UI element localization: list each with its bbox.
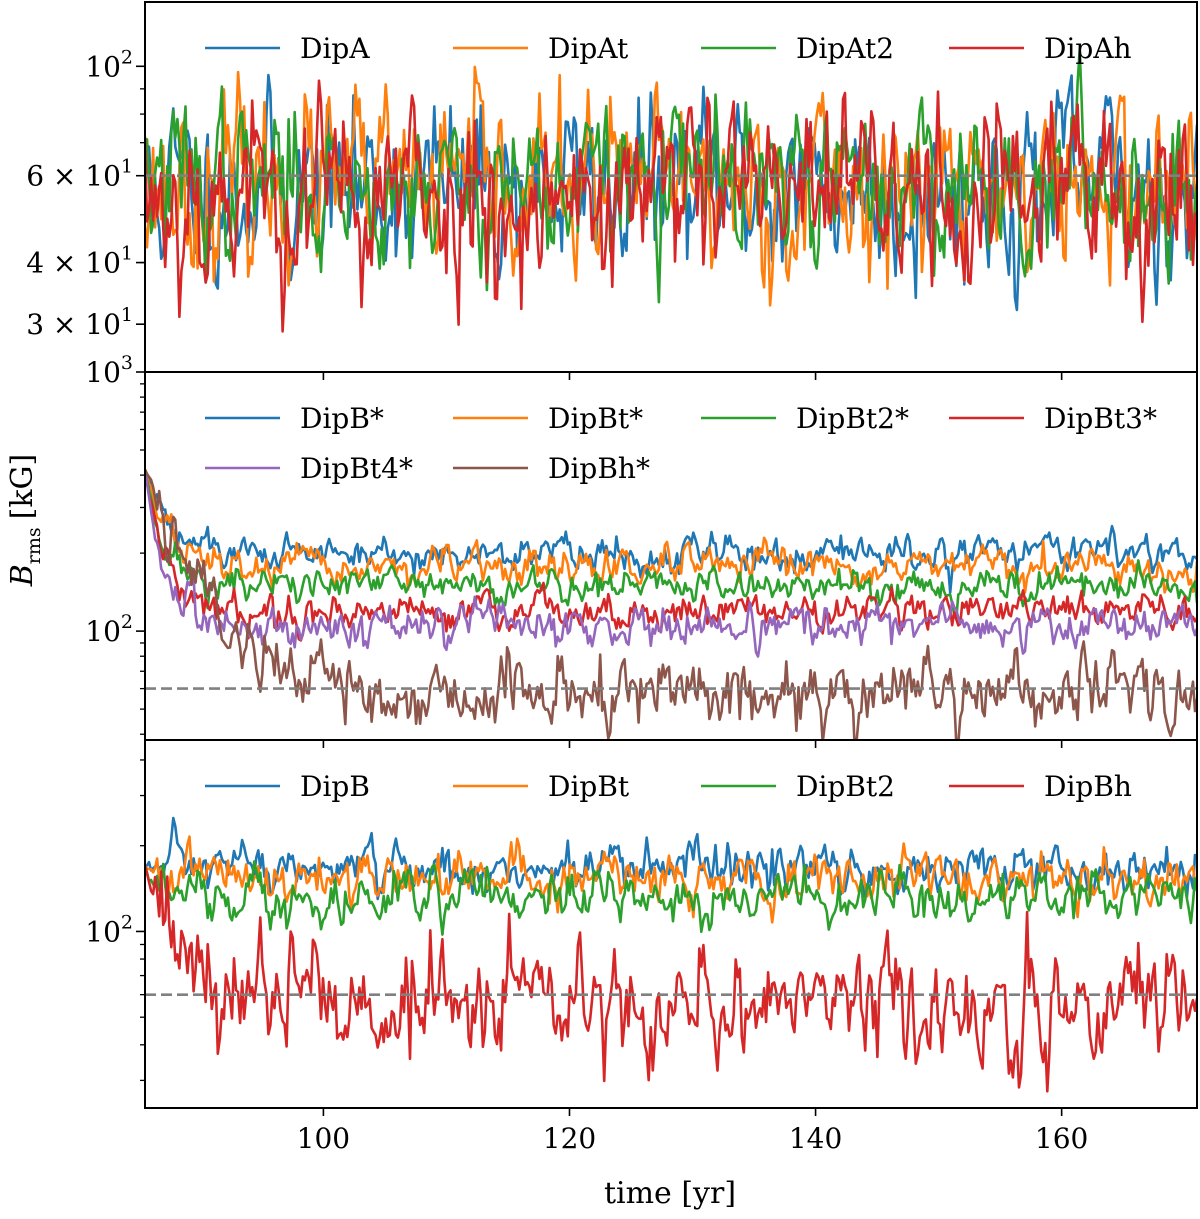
axes-frame: [144, 739, 1198, 1109]
series-line-dipbh: [145, 865, 1197, 1093]
legend-label: DipBt2: [796, 770, 895, 803]
series-lines: [145, 816, 1197, 1093]
legend-label: DipBh: [1044, 770, 1132, 803]
legend-label: DipA: [300, 32, 370, 65]
y-axis-label-subscript: rms: [23, 527, 45, 564]
x-tick-label: 120: [543, 1122, 596, 1155]
legend-label: DipBh*: [548, 452, 650, 485]
y-axis-label-symbol: B: [5, 564, 40, 587]
y-axis-label: Brms [kG]: [5, 454, 45, 587]
legend-label: DipBt2*: [796, 402, 909, 435]
legend-label: DipAt2: [796, 32, 894, 65]
series-line-dipbt4-star: [145, 469, 1197, 658]
legend: DipB* DipBt* DipBt2* DipBt3* DipBt4* DipBh*: [205, 402, 1157, 485]
y-tick-label: 3 × 101: [26, 304, 133, 341]
series-line-dipb: [145, 816, 1197, 901]
y-tick-label: 102: [85, 611, 133, 648]
y-tick-label: 4 × 101: [26, 243, 133, 280]
y-axis-label-unit: [kG]: [5, 454, 40, 520]
panel-bottom: 102 100 120 140 160 DipB DipBt DipBt2 DipBh: [85, 739, 1198, 1155]
legend: DipA DipAt DipAt2 DipAh: [205, 32, 1132, 65]
series-line-dipat2: [145, 48, 1197, 304]
y-tick-label: 102: [85, 911, 133, 948]
y-tick-label: 103: [85, 352, 133, 389]
y-tick-label: 6 × 101: [26, 156, 133, 193]
legend-label: DipAh: [1044, 32, 1132, 65]
series-line-dipah: [145, 79, 1197, 333]
legend-label: DipBt4*: [300, 452, 413, 485]
x-tick-label: 100: [297, 1122, 350, 1155]
series-line-dipbh-star: [145, 469, 1197, 740]
series-lines: [145, 469, 1197, 740]
series-lines: [145, 48, 1197, 333]
series-line-dipb-star: [145, 469, 1197, 594]
legend-label: DipBt*: [548, 402, 643, 435]
series-line-dipbt3-star: [145, 469, 1197, 642]
series-line-dipbt2: [145, 860, 1197, 936]
series-line-dipat: [145, 65, 1197, 307]
legend-label: DipAt: [548, 32, 629, 65]
legend-label: DipBt3*: [1044, 402, 1157, 435]
legend-label: DipB*: [300, 402, 384, 435]
legend-label: DipB: [300, 770, 370, 803]
series-line-dipbt-star: [145, 469, 1197, 594]
legend: DipB DipBt DipBt2 DipBh: [205, 770, 1132, 803]
x-tick-label: 160: [1035, 1122, 1088, 1155]
y-tick-label: 102: [85, 46, 133, 83]
legend-label: DipBt: [548, 770, 630, 803]
x-axis-label: time [yr]: [604, 1176, 736, 1211]
x-tick-label: 140: [789, 1122, 842, 1155]
